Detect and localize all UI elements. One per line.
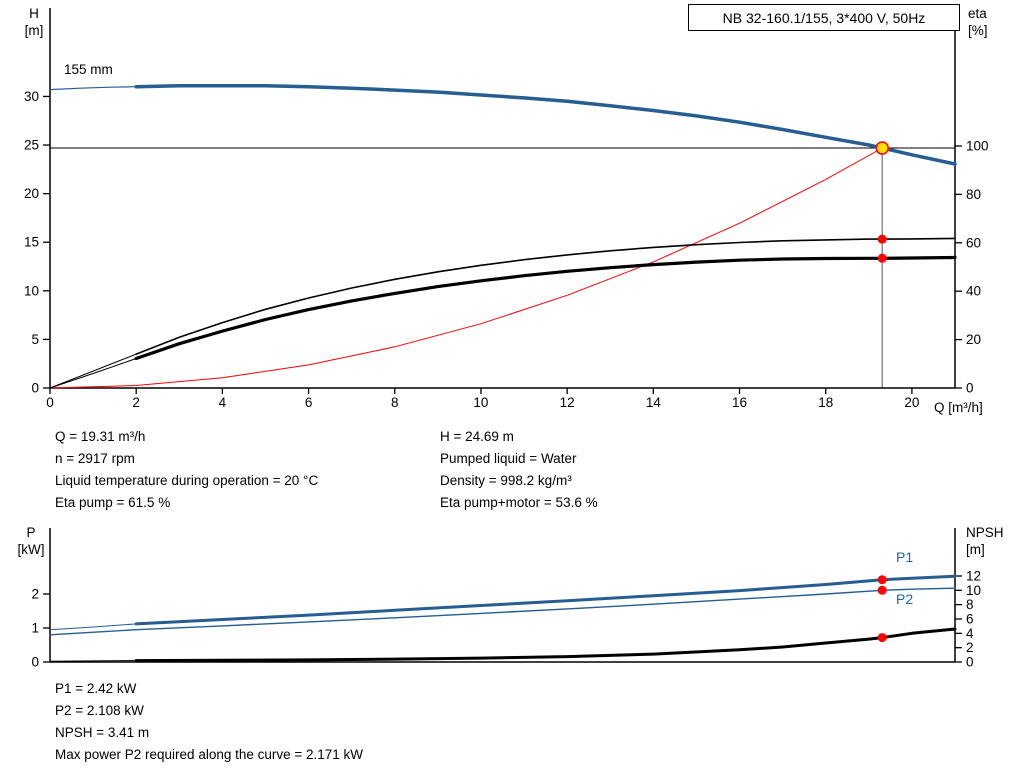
speed-value-text: n = 2917 rpm [55, 451, 135, 466]
left-tick-label: 30 [24, 89, 39, 104]
x-tick-label: 2 [132, 395, 140, 410]
duty-info-column-1: Q = 19.31 m³/h n = 2917 rpm Liquid tempe… [55, 426, 318, 514]
density-text: Density = 998.2 kg/m³ [440, 473, 572, 488]
qh-curve-155mm [134, 83, 957, 166]
eta-axis-label-unit: [%] [968, 23, 988, 38]
qh-eta-chart: 0 5 10 15 20 25 30 0 20 40 60 80 100 0 2 4 6 8 10 12 14 16 18 2… [24, 8, 989, 410]
right-tick-label: 4 [966, 626, 974, 641]
right-tick-label: 60 [966, 235, 981, 250]
p2-curve [49, 587, 956, 636]
power-axis-label-unit: [kW] [17, 542, 45, 557]
p2-curve-label: P2 [896, 591, 914, 607]
duty-point-marker [875, 141, 889, 155]
p1-curve-label: P1 [896, 549, 914, 565]
p1-curve [134, 574, 957, 626]
impeller-size-label: 155 mm [64, 62, 113, 77]
eta-pump-motor-point [877, 253, 887, 263]
x-tick-label: 14 [646, 395, 662, 410]
right-tick-label: 80 [966, 187, 981, 202]
pump-title-box: NB 32-160.1/155, 3*400 V, 50Hz [688, 4, 960, 31]
left-tick-label: 15 [24, 235, 39, 250]
npsh-curve [134, 627, 957, 663]
eta-pump-lead [49, 353, 137, 389]
right-tick-label: 0 [966, 381, 974, 396]
npsh-lead [49, 660, 137, 662]
left-tick-label: 0 [31, 381, 39, 396]
qh-eta-chart-axes: 0 5 10 15 20 25 30 0 20 40 60 80 100 0 2 4 6 8 10 12 14 16 18 2… [24, 8, 989, 410]
npsh-axis-label-symbol: NPSH [966, 525, 1004, 540]
flow-axis-label: Q [m³/h] [934, 400, 983, 415]
right-tick-label: 6 [966, 612, 974, 627]
x-tick-label: 6 [305, 395, 313, 410]
x-tick-label: 0 [46, 395, 54, 410]
head-axis-label-unit: [m] [24, 23, 44, 38]
x-tick-label: 8 [391, 395, 399, 410]
right-tick-label: 100 [966, 138, 989, 153]
eta-pump-motor-lead [49, 358, 137, 389]
system-curve [49, 147, 883, 389]
left-tick-label: 25 [24, 138, 39, 153]
eta-pump-curve [135, 237, 956, 355]
power-info-block: P1 = 2.42 kW P2 = 2.108 kW NPSH = 3.41 m… [55, 678, 363, 766]
eta-pump-motor-text: Eta pump+motor = 53.6 % [440, 495, 598, 510]
right-tick-label: 10 [966, 583, 981, 598]
pumped-liquid-text: Pumped liquid = Water [440, 451, 577, 466]
npsh-point [877, 633, 887, 643]
x-tick-label: 18 [818, 395, 833, 410]
head-axis-label: H [m] [16, 5, 52, 39]
power-axis-label-symbol: P [26, 525, 36, 540]
right-tick-label: 40 [966, 284, 981, 299]
power-axis-label: P [kW] [12, 524, 50, 558]
eta-axis-label-symbol: eta [968, 6, 987, 21]
right-tick-label: 20 [966, 332, 981, 347]
max-power-text: Max power P2 required along the curve = … [55, 747, 364, 762]
x-tick-label: 12 [560, 395, 575, 410]
right-tick-label: 12 [966, 569, 981, 584]
head-axis-label-symbol: H [29, 6, 39, 21]
left-tick-label: 5 [31, 332, 39, 347]
liquid-temperature-text: Liquid temperature during operation = 20… [55, 473, 319, 488]
npsh-value-text: NPSH = 3.41 m [55, 725, 150, 740]
npsh-axis-label-unit: [m] [966, 542, 985, 557]
right-tick-label: 0 [966, 655, 974, 670]
eta-pump-point [877, 234, 887, 244]
left-tick-label: 2 [31, 586, 39, 601]
x-tick-label: 16 [732, 395, 747, 410]
npsh-axis-label: NPSH [m] [966, 524, 1020, 558]
qh-curve-lead [49, 86, 137, 91]
p1-value-text: P1 = 2.42 kW [55, 681, 137, 696]
eta-pump-motor-curve [134, 255, 957, 361]
right-tick-label: 2 [966, 640, 974, 655]
left-tick-label: 0 [31, 655, 39, 670]
x-tick-label: 20 [904, 395, 919, 410]
flow-value-text: Q = 19.31 m³/h [55, 429, 146, 444]
x-tick-label: 4 [219, 395, 227, 410]
p2-point [877, 585, 887, 595]
head-value-text: H = 24.69 m [440, 429, 514, 444]
eta-axis-label: eta [%] [968, 5, 1014, 39]
left-tick-label: 1 [31, 620, 39, 635]
x-tick-label: 10 [473, 395, 488, 410]
p1-point [877, 575, 887, 585]
p1-lead [49, 623, 137, 631]
p2-value-text: P2 = 2.108 kW [55, 703, 144, 718]
right-tick-label: 8 [966, 597, 974, 612]
left-tick-label: 10 [24, 283, 39, 298]
duty-info-column-2: H = 24.69 m Pumped liquid = Water Densit… [440, 426, 598, 514]
left-tick-label: 20 [24, 186, 39, 201]
eta-pump-text: Eta pump = 61.5 % [55, 495, 171, 510]
